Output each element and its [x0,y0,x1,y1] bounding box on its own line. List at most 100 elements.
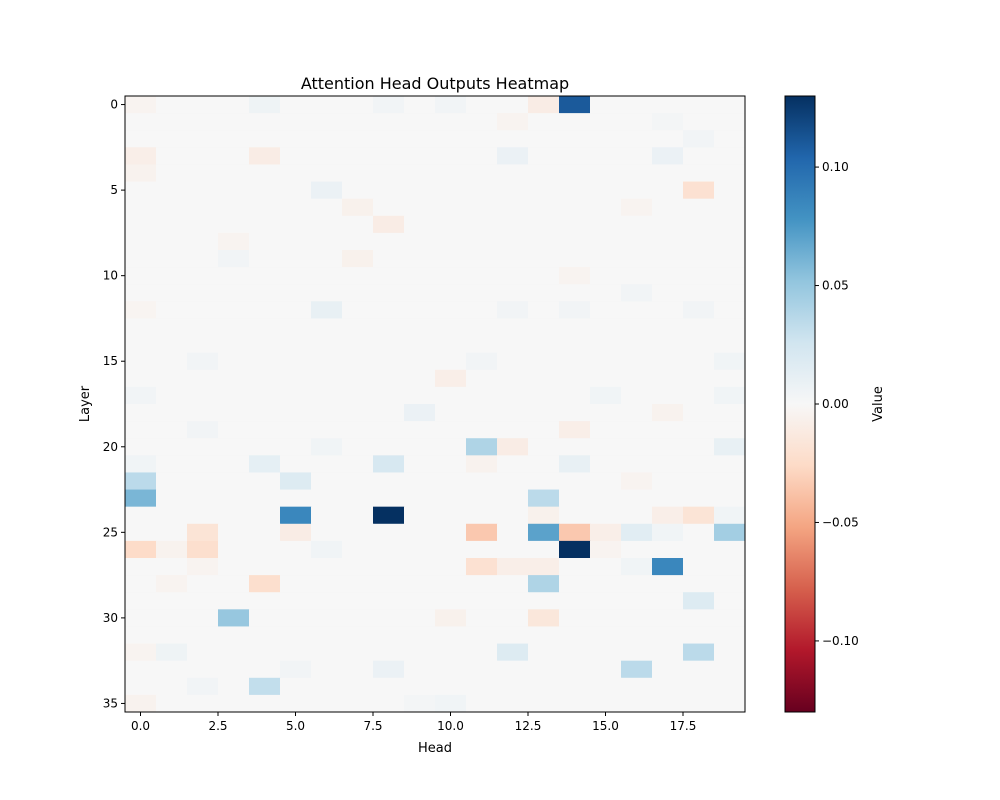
heatmap-cell [435,472,467,491]
heatmap-cell [187,352,219,371]
heatmap-cell [652,369,684,388]
heatmap-cell [311,369,343,388]
heatmap-cell [404,198,436,217]
heatmap-cell [683,352,715,371]
heatmap-cell [311,284,343,302]
heatmap-cell [404,113,436,131]
heatmap-cell [404,215,436,234]
heatmap-cell [187,181,219,200]
heatmap-cell [187,215,219,234]
heatmap-cell [156,404,188,422]
heatmap-cell [218,335,250,354]
heatmap-cell [683,694,715,713]
heatmap-cell [125,626,157,645]
heatmap-cell [714,318,746,337]
heatmap-cell [373,250,405,268]
heatmap-cell [249,592,281,610]
heatmap-cell [466,472,498,491]
heatmap-cell [218,198,250,217]
heatmap-cell [590,540,622,559]
heatmap-cell [683,164,715,183]
heatmap-cell [435,575,467,593]
heatmap-cell [404,455,436,473]
heatmap-cell [249,404,281,422]
heatmap-cell [342,386,374,405]
heatmap-cell [280,369,312,388]
heatmap-cell [280,609,312,627]
heatmap-cell [373,694,405,713]
heatmap-cell [528,318,560,337]
heatmap-cell [435,438,467,456]
heatmap-cell [621,198,653,217]
heatmap-cell [435,609,467,627]
heatmap-cell [373,113,405,131]
heatmap-cell [311,335,343,354]
heatmap-cell [435,352,467,371]
x-axis-label: Head [418,741,452,756]
heatmap-cell [528,660,560,679]
heatmap-cell [218,609,250,627]
heatmap-cell [590,592,622,610]
heatmap-cell [559,215,591,234]
heatmap-cell [528,438,560,456]
heatmap-cell [249,506,281,525]
heatmap-cell [311,267,343,285]
heatmap-cell [528,404,560,422]
y-tick-label: 0 [110,98,118,112]
heatmap-cell [249,250,281,268]
heatmap-cell [528,335,560,354]
heatmap-cell [125,643,157,662]
y-axis-label: Layer [78,385,93,422]
heatmap-cell [156,575,188,593]
heatmap-cell [342,438,374,456]
colorbar-tick-label: −0.10 [822,634,859,648]
heatmap-cell [683,575,715,593]
heatmap-cell [683,318,715,337]
heatmap-cell [280,660,312,679]
heatmap-cell [187,523,219,542]
heatmap-cell [683,335,715,354]
heatmap-cell [621,694,653,713]
heatmap-cell [497,455,529,473]
heatmap-cell [342,643,374,662]
heatmap-cell [528,352,560,371]
heatmap-cell [280,96,312,114]
heatmap-cell [249,318,281,337]
x-tick-label: 10.0 [437,719,464,733]
heatmap-cell [373,284,405,302]
heatmap-cell [311,575,343,593]
heatmap-cell [156,181,188,200]
heatmap-cell [652,267,684,285]
heatmap-cell [342,335,374,354]
heatmap-cell [683,592,715,610]
heatmap-cell [559,284,591,302]
heatmap-cell [125,438,157,456]
heatmap-cell [435,506,467,525]
heatmap-cell [187,438,219,456]
x-tick-label: 7.5 [363,719,382,733]
heatmap-cell [590,284,622,302]
heatmap-cell [280,694,312,713]
heatmap-cell [156,147,188,165]
heatmap-cell [125,506,157,525]
heatmap-cell [249,284,281,302]
colorbar-tick-label: 0.00 [822,397,849,411]
heatmap-cell [714,250,746,268]
heatmap-cell [156,215,188,234]
heatmap-cell [373,198,405,217]
heatmap-cell [249,181,281,200]
heatmap-cell [187,455,219,473]
heatmap-cell [373,301,405,319]
heatmap-cell [497,421,529,439]
heatmap-cell [466,540,498,559]
heatmap-cell [621,677,653,696]
heatmap-cell [652,130,684,148]
heatmap-cell [652,352,684,371]
heatmap-cell [218,215,250,234]
heatmap-cell [404,489,436,508]
heatmap-cell [404,335,436,354]
x-tick-label: 0.0 [131,719,150,733]
heatmap-cell [621,472,653,491]
heatmap-cell [156,694,188,713]
heatmap-cell [156,677,188,696]
